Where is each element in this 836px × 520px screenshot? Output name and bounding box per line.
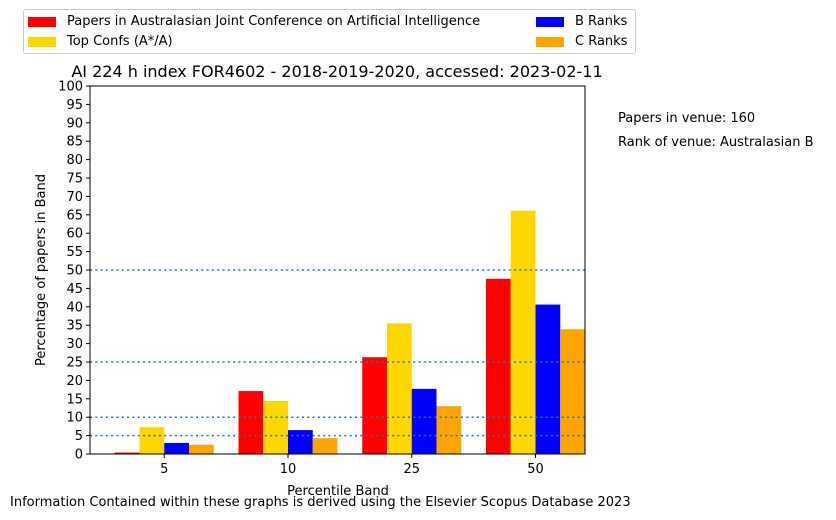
- y-tick-label-95: 95: [66, 98, 83, 113]
- bar-3-25: [436, 406, 462, 454]
- legend-swatch-b-ranks: [536, 17, 564, 27]
- bar-2-25: [411, 388, 437, 454]
- plot-area: 0 5 10 15 20 25 30 35 40 45 50 55 60 65 70 75 80 85 90 95 10…: [58, 80, 586, 477]
- bar-3-50: [560, 329, 585, 454]
- bar-3-5: [189, 444, 214, 454]
- y-tick-label-30: 30: [66, 337, 83, 352]
- x-axis-label: Percentile Band: [287, 484, 389, 499]
- y-axis-label: Percentage of papers in Band: [34, 174, 49, 366]
- y-tick-label-90: 90: [66, 116, 83, 131]
- legend-item-venue: Papers in Australasian Joint Conference …: [28, 14, 480, 30]
- bar-0-5: [114, 452, 140, 454]
- x-tick-label-5: 5: [160, 462, 168, 477]
- legend-label-c-ranks: C Ranks: [575, 34, 628, 49]
- bar-1-50: [510, 210, 536, 454]
- bar-3-10: [312, 438, 338, 454]
- bar-0-10: [238, 391, 264, 454]
- x-tick-label-10: 10: [280, 462, 297, 477]
- y-tick-label-80: 80: [66, 153, 83, 168]
- legend-swatch-top-confs: [28, 37, 56, 47]
- chart-title: AI 224 h index FOR4602 - 2018-2019-2020,…: [71, 62, 602, 81]
- y-tick-label-65: 65: [66, 208, 83, 223]
- legend-item-c-ranks: C Ranks: [536, 34, 627, 50]
- legend-label-b-ranks: B Ranks: [575, 14, 628, 29]
- y-tick-label-5: 5: [75, 429, 83, 444]
- y-tick-label-100: 100: [58, 80, 83, 95]
- legend: Papers in Australasian Joint Conference …: [23, 9, 636, 54]
- venue-rank-note: Rank of venue: Australasian B: [618, 135, 814, 150]
- y-tick-label-20: 20: [66, 374, 83, 389]
- x-tick-label-50: 50: [527, 462, 544, 477]
- y-tick-label-75: 75: [66, 172, 83, 187]
- y-tick-label-85: 85: [66, 135, 83, 150]
- bar-1-10: [263, 401, 288, 454]
- legend-label-top-confs: Top Confs (A*/A): [67, 34, 173, 49]
- bar-1-25: [387, 323, 412, 454]
- y-tick-label-40: 40: [66, 300, 83, 315]
- y-tick-label-45: 45: [66, 282, 83, 297]
- y-tick-label-60: 60: [66, 227, 83, 242]
- y-tick-label-15: 15: [66, 392, 83, 407]
- legend-swatch-venue: [28, 17, 56, 27]
- y-tick-label-35: 35: [66, 319, 83, 334]
- bar-2-5: [164, 442, 189, 454]
- footer-source-note: Information Contained within these graph…: [10, 495, 631, 510]
- papers-in-venue-note: Papers in venue: 160: [618, 111, 756, 126]
- bar-0-25: [362, 357, 387, 454]
- y-tick-label-55: 55: [66, 245, 83, 260]
- bar-0-50: [486, 278, 511, 454]
- y-tick-label-70: 70: [66, 190, 83, 205]
- legend-item-top-confs: Top Confs (A*/A): [28, 34, 173, 50]
- legend-swatch-c-ranks: [536, 37, 564, 47]
- y-tick-label-10: 10: [66, 411, 83, 426]
- bar-2-10: [288, 430, 313, 454]
- legend-label-venue: Papers in Australasian Joint Conference …: [67, 14, 481, 29]
- y-tick-label-0: 0: [75, 448, 83, 463]
- x-tick-label-25: 25: [403, 462, 420, 477]
- legend-item-b-ranks: B Ranks: [536, 14, 627, 30]
- bar-1-5: [139, 427, 165, 454]
- y-tick-label-50: 50: [66, 264, 83, 279]
- y-tick-label-25: 25: [66, 356, 83, 371]
- bar-2-50: [535, 304, 561, 454]
